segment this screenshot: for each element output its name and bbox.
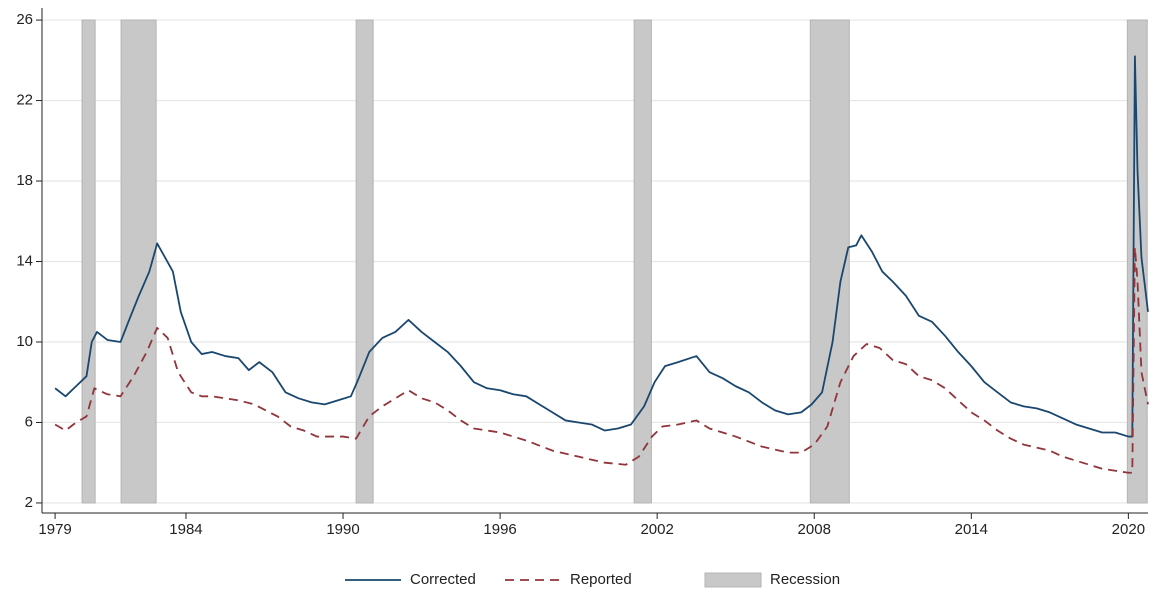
recession-band (1126, 19, 1148, 504)
legend-label: Reported (570, 571, 632, 588)
x-tick-label: 2002 (640, 521, 673, 538)
x-tick-label: 1996 (483, 521, 516, 538)
x-tick-label: 1990 (326, 521, 359, 538)
x-tick-label: 1984 (169, 521, 202, 538)
recession-band (355, 19, 374, 504)
legend-label: Recession (770, 571, 840, 588)
y-tick-label: 6 (25, 413, 33, 430)
legend-swatch (704, 572, 762, 588)
x-tick-label: 2008 (798, 521, 831, 538)
y-tick-label: 2 (25, 494, 33, 511)
x-tick-label: 1979 (38, 521, 71, 538)
recession-band (81, 19, 96, 504)
series-line (54, 55, 1149, 438)
y-tick-label: 18 (16, 172, 33, 189)
y-tick-label: 10 (16, 333, 33, 350)
recession-band (633, 19, 652, 504)
y-tick-label: 26 (16, 11, 33, 28)
legend-label: Corrected (410, 571, 476, 588)
series-line (54, 246, 1149, 474)
x-tick-label: 2014 (955, 521, 988, 538)
x-tick-label: 2020 (1112, 521, 1145, 538)
recession-band (120, 19, 157, 504)
y-tick-label: 14 (16, 252, 33, 269)
recession-band (809, 19, 850, 504)
y-tick-label: 22 (16, 92, 33, 109)
